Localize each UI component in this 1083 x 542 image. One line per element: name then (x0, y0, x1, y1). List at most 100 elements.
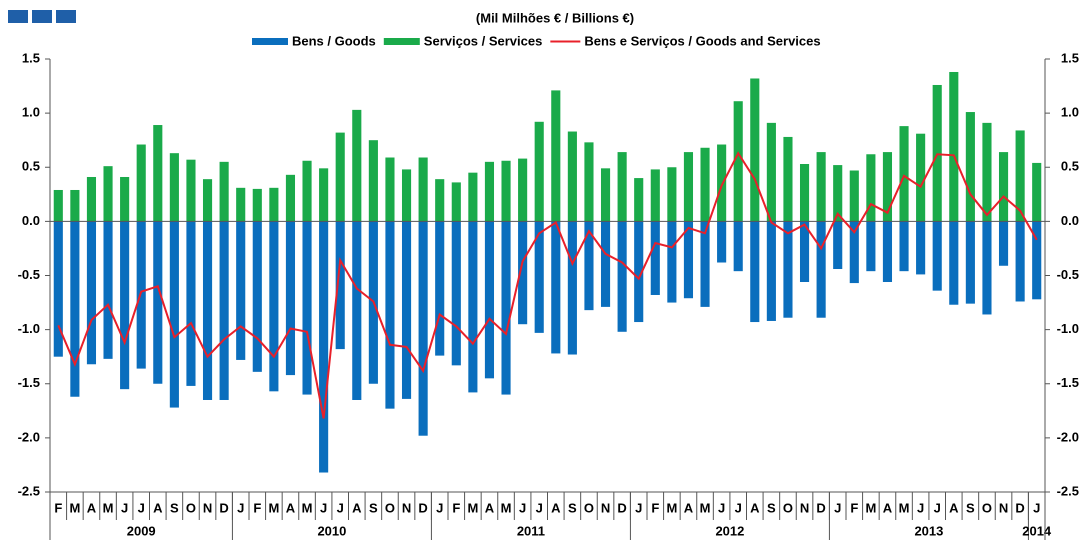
year-label: 2012 (715, 523, 744, 538)
bar (700, 147, 710, 222)
x-tick-label: J (934, 500, 941, 515)
x-tick-label: J (834, 500, 841, 515)
bar (169, 221, 179, 408)
bar (70, 189, 80, 222)
bar (750, 221, 760, 323)
x-tick-label: O (982, 500, 992, 515)
y2-tick-label: 0.5 (1061, 159, 1079, 174)
bar (667, 167, 677, 222)
x-tick-label: N (800, 500, 809, 515)
bar (932, 221, 942, 291)
x-tick-label: M (103, 500, 114, 515)
bar (1015, 130, 1025, 222)
bar (634, 178, 644, 222)
x-tick-label: J (320, 500, 327, 515)
bar (916, 133, 926, 222)
x-tick-label: J (735, 500, 742, 515)
bar (501, 160, 511, 222)
bar (965, 112, 975, 222)
bar (717, 144, 727, 222)
bar (551, 90, 561, 222)
year-label: 2011 (517, 523, 545, 538)
x-tick-label: A (286, 500, 296, 515)
x-tick-label: F (651, 500, 659, 515)
bar (186, 221, 196, 386)
x-tick-label: D (816, 500, 825, 515)
x-tick-label: S (966, 500, 975, 515)
x-tick-label: M (700, 500, 711, 515)
bar (269, 187, 279, 222)
x-tick-label: J (635, 500, 642, 515)
bar (319, 168, 329, 222)
bar (683, 152, 694, 222)
bar (103, 221, 113, 359)
x-tick-label: O (584, 500, 594, 515)
x-tick-label: N (999, 500, 1008, 515)
bar (783, 221, 793, 318)
bar (982, 122, 992, 222)
bar (733, 221, 743, 272)
x-tick-label: A (883, 500, 893, 515)
x-tick-label: M (69, 500, 80, 515)
bar (70, 221, 80, 397)
x-tick-label: A (949, 500, 959, 515)
line-series (57, 151, 1038, 419)
bar (335, 221, 345, 350)
x-tick-label: A (485, 500, 495, 515)
x-tick-label: M (865, 500, 876, 515)
bar (418, 221, 428, 436)
bar (600, 221, 611, 307)
bar (866, 221, 876, 272)
bar (86, 221, 97, 365)
x-tick-label: O (783, 500, 793, 515)
y2-tick-label: 1.0 (1061, 105, 1079, 120)
bar (435, 179, 445, 222)
bar (53, 189, 63, 222)
y2-tick-label: -0.5 (1057, 267, 1079, 282)
x-tick-label: S (767, 500, 776, 515)
bar (717, 221, 727, 263)
bar (766, 122, 776, 222)
x-tick-label: J (138, 500, 145, 515)
y-tick-label: -2.0 (18, 429, 40, 444)
legend-label: Serviços / Services (424, 33, 543, 48)
bar (451, 221, 461, 366)
logo-block (32, 10, 52, 23)
x-tick-label: A (352, 500, 362, 515)
x-tick-label: F (452, 500, 460, 515)
x-tick-label: M (268, 500, 279, 515)
bar (219, 221, 229, 400)
year-label: 2013 (914, 523, 943, 538)
x-tick-label: J (718, 500, 725, 515)
bar (584, 142, 594, 222)
x-tick-label: O (385, 500, 395, 515)
bar (534, 121, 544, 222)
bar (468, 221, 478, 393)
year-label: 2014 (1022, 523, 1052, 538)
bar (766, 221, 776, 321)
bar (302, 160, 312, 222)
bar (584, 221, 594, 311)
x-tick-label: J (536, 500, 543, 515)
y2-tick-label: -1.0 (1057, 321, 1079, 336)
y-tick-label: 1.0 (22, 105, 40, 120)
bar (435, 221, 445, 356)
bar (932, 84, 942, 222)
x-tick-label: A (750, 500, 760, 515)
bar (86, 176, 97, 222)
bar (252, 221, 262, 372)
bar (153, 221, 163, 384)
bar (949, 221, 959, 305)
bar (153, 125, 163, 222)
bar (683, 221, 694, 299)
x-tick-label: N (402, 500, 411, 515)
x-tick-label: J (436, 500, 443, 515)
x-tick-label: D (219, 500, 228, 515)
x-tick-label: N (601, 500, 610, 515)
bar (650, 169, 660, 222)
bar (202, 179, 213, 222)
x-tick-label: D (1015, 500, 1024, 515)
bar (998, 152, 1009, 222)
bar (120, 221, 130, 390)
x-tick-label: F (850, 500, 858, 515)
